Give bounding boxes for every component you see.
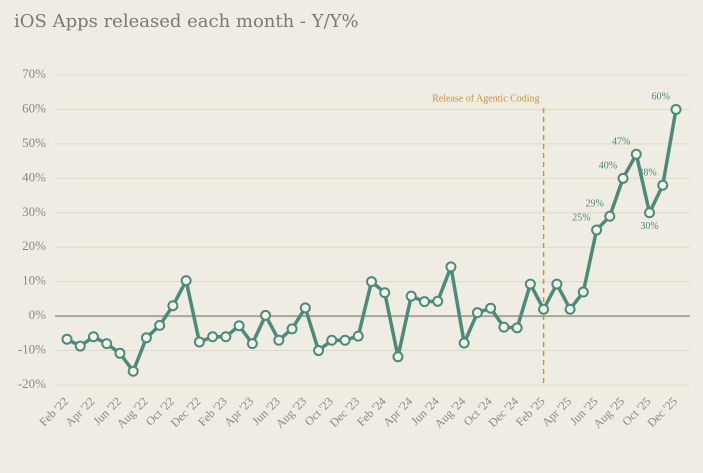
data-point (617, 172, 629, 184)
y-tick-label: 30% (22, 204, 46, 219)
data-point (458, 337, 470, 349)
value-label: 38% (638, 168, 656, 179)
data-point (630, 148, 642, 160)
data-point (670, 103, 682, 115)
y-tick-label: 70% (22, 66, 46, 81)
data-point (273, 334, 285, 346)
data-point (326, 334, 338, 346)
data-point (524, 278, 536, 290)
data-point (87, 331, 99, 343)
y-tick-label: 60% (22, 100, 46, 115)
data-point (379, 287, 391, 299)
data-point (220, 331, 232, 343)
data-point (564, 303, 576, 315)
data-point (577, 286, 589, 298)
x-tick-label: Apr '23 (221, 394, 256, 429)
x-tick-label: Dec '23 (327, 394, 363, 430)
data-point (471, 307, 483, 319)
data-point (260, 309, 272, 321)
value-label: 30% (640, 221, 658, 232)
value-label: 40% (599, 161, 617, 172)
data-point (538, 303, 550, 315)
data-point (418, 296, 430, 308)
x-tick-label: Apr '24 (380, 394, 415, 429)
data-point (498, 321, 510, 333)
y-tick-label: 10% (22, 273, 46, 288)
data-point (61, 333, 73, 345)
data-point (233, 320, 245, 332)
data-point (74, 340, 86, 352)
data-point (604, 210, 616, 222)
data-point (193, 336, 205, 348)
data-point (286, 323, 298, 335)
data-point (339, 334, 351, 346)
data-point (405, 290, 417, 302)
data-point (352, 330, 364, 342)
data-point (591, 224, 603, 236)
y-tick-label: 20% (22, 238, 46, 253)
value-label: 25% (572, 212, 590, 223)
data-point (246, 338, 258, 350)
data-point (299, 302, 311, 314)
value-label: 47% (612, 137, 630, 148)
y-tick-label: -10% (18, 342, 46, 357)
y-tick-label: 0% (29, 307, 47, 322)
x-tick-label: Apr '22 (62, 394, 97, 429)
x-tick-label: Dec '24 (485, 394, 521, 430)
x-tick-label: Dec '25 (644, 394, 680, 430)
value-label: 29% (585, 199, 603, 210)
data-point (140, 332, 152, 344)
data-point (167, 300, 179, 312)
y-tick-label: 40% (22, 169, 46, 184)
value-label: 60% (652, 92, 670, 103)
data-point (366, 276, 377, 288)
y-tick-label: -20% (18, 376, 46, 391)
data-point (114, 347, 126, 359)
data-point (551, 278, 563, 290)
data-point (392, 351, 404, 363)
data-point (207, 331, 219, 343)
data-point (644, 207, 656, 219)
data-point (154, 319, 166, 331)
x-tick-label: Dec '22 (168, 394, 204, 430)
data-point (127, 365, 139, 377)
chart-title: iOS Apps released each month - Y/Y% (14, 11, 359, 32)
data-point (313, 345, 325, 357)
data-point (180, 275, 192, 287)
data-point (485, 302, 497, 314)
annotation-text: Release of Agentic Coding (432, 93, 539, 104)
x-tick-label: Apr '25 (539, 394, 574, 429)
y-tick-label: 50% (22, 135, 46, 150)
data-point (657, 179, 669, 191)
data-point (101, 338, 113, 350)
series-line (66, 109, 678, 373)
data-point (445, 261, 457, 273)
data-point (511, 322, 523, 334)
data-point (432, 295, 444, 307)
